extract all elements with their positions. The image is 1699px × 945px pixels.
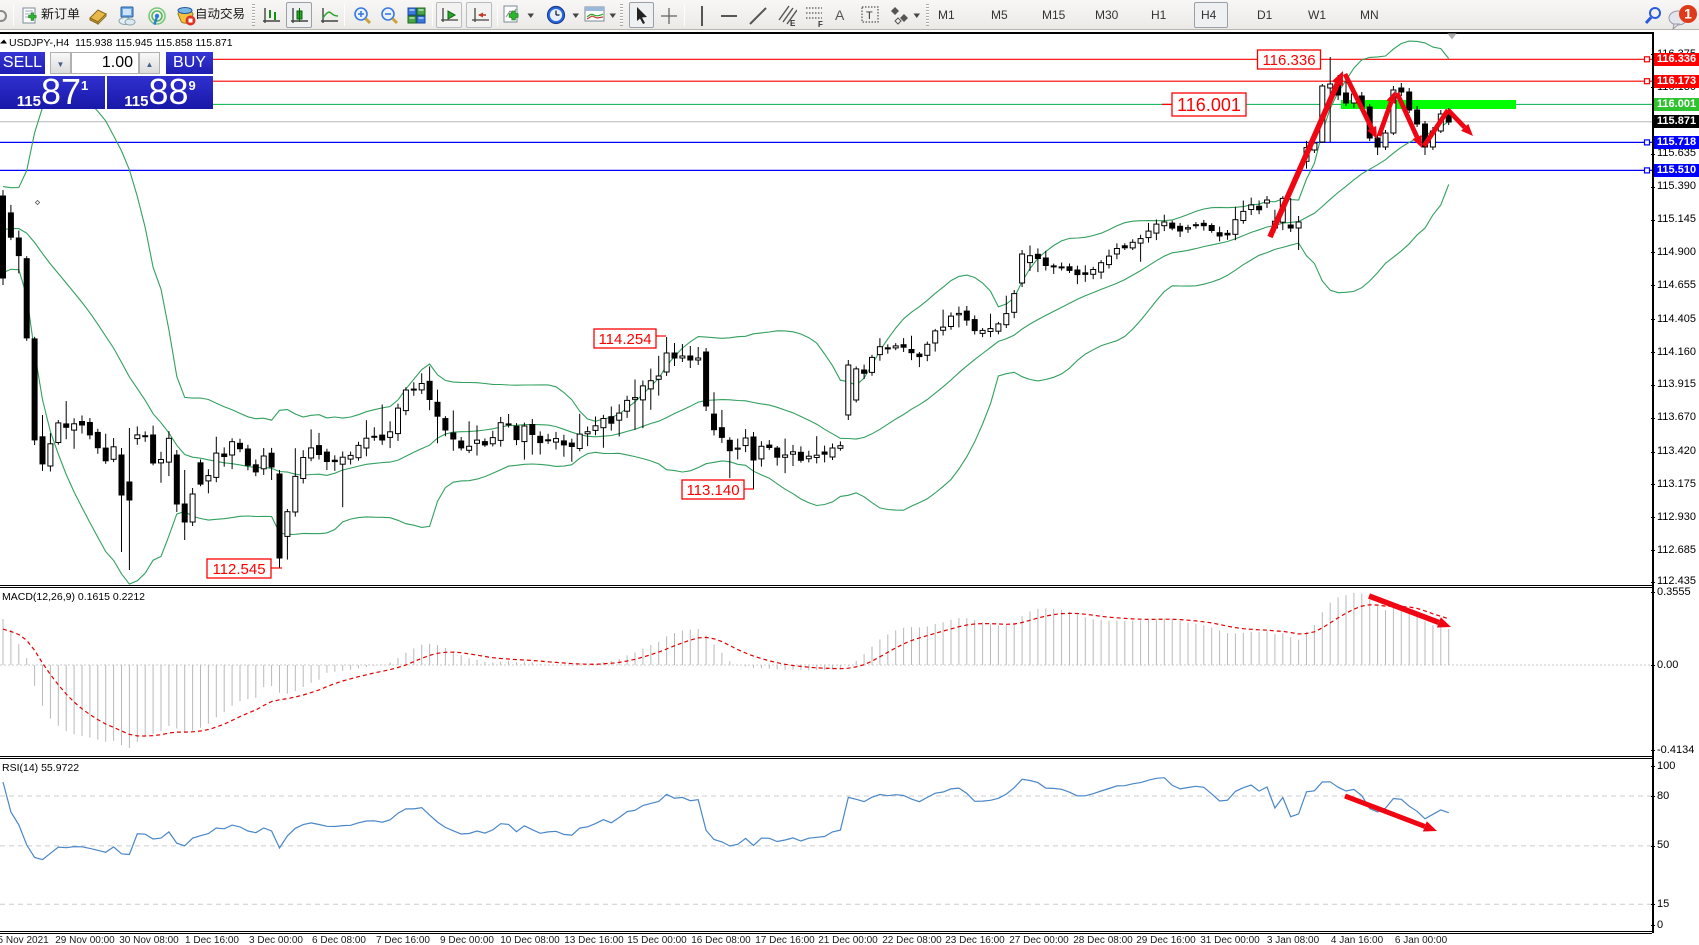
svg-text:113.140: 113.140 [686,482,739,499]
svg-text:116.001: 116.001 [1177,95,1241,115]
svg-text:T: T [866,10,873,22]
svg-text:1: 1 [1684,6,1692,22]
svg-text:E: E [790,19,796,28]
svg-text:112.545: 112.545 [212,561,265,578]
svg-text:114.254: 114.254 [598,331,651,348]
svg-text:116.336: 116.336 [1262,52,1315,69]
svg-text:F: F [818,20,823,28]
